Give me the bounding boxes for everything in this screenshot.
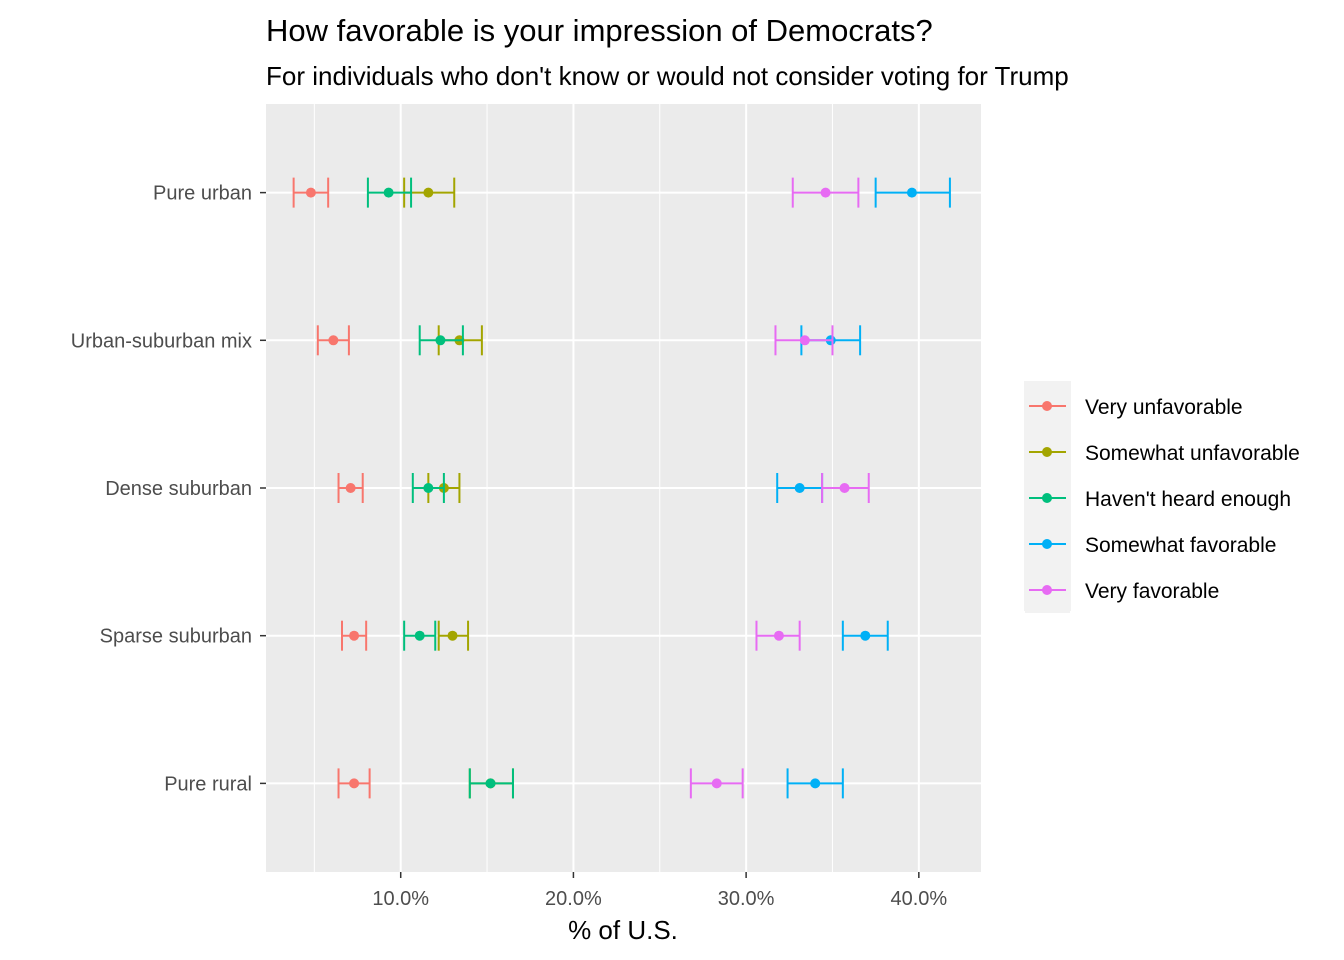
data-point bbox=[423, 187, 434, 198]
data-point bbox=[839, 483, 850, 493]
data-point bbox=[349, 778, 360, 789]
data-point bbox=[435, 335, 446, 346]
legend-label: Somewhat favorable bbox=[1085, 534, 1276, 557]
legend-label: Somewhat unfavorable bbox=[1085, 442, 1300, 465]
data-point bbox=[414, 630, 425, 641]
data-point bbox=[383, 187, 394, 198]
data-point bbox=[447, 630, 458, 641]
data-point bbox=[820, 187, 831, 198]
error-bar-group bbox=[437, 620, 470, 651]
y-axis: Pure urban Urban-suburban mix Dense suburb… bbox=[71, 183, 266, 795]
data-point bbox=[906, 187, 917, 198]
error-bar-group bbox=[292, 177, 330, 208]
legend-label: Very unfavorable bbox=[1085, 396, 1243, 419]
error-bar-group bbox=[337, 768, 371, 799]
error-bar-group bbox=[774, 325, 834, 356]
error-bar-group bbox=[786, 768, 844, 799]
legend-key-point bbox=[1042, 585, 1052, 595]
data-point bbox=[345, 483, 356, 493]
error-bar-group bbox=[689, 768, 744, 799]
error-bar-group bbox=[468, 768, 514, 799]
y-tick-label: Urban-suburban mix bbox=[71, 330, 252, 352]
error-bar-group bbox=[755, 620, 801, 651]
legend-key-point bbox=[1042, 401, 1052, 411]
data-point bbox=[305, 187, 316, 198]
legend-key-point bbox=[1042, 447, 1052, 457]
legend-key-point bbox=[1042, 493, 1052, 503]
x-tick-label: 30.0% bbox=[718, 888, 775, 910]
data-point bbox=[794, 483, 805, 493]
y-tick-label: Sparse suburban bbox=[100, 626, 252, 648]
error-bar-group bbox=[366, 177, 413, 208]
legend: Very unfavorable Somewhat unfavorable Have… bbox=[1025, 384, 1300, 613]
data-point bbox=[799, 335, 810, 346]
data-point bbox=[773, 630, 784, 641]
chart-subtitle: For individuals who don't know or would … bbox=[266, 61, 1069, 91]
data-point bbox=[328, 335, 339, 346]
legend-label: Haven't heard enough bbox=[1085, 488, 1291, 511]
x-axis-title: % of U.S. bbox=[568, 915, 678, 945]
error-bar-group bbox=[340, 620, 368, 651]
y-tick-label: Pure rural bbox=[164, 773, 252, 795]
data-point bbox=[423, 483, 434, 493]
error-bar-group bbox=[337, 473, 364, 503]
error-bar-group bbox=[791, 177, 860, 208]
legend-key-point bbox=[1042, 539, 1052, 549]
error-bar-group bbox=[874, 177, 951, 208]
data-point bbox=[485, 778, 496, 789]
x-tick-label: 40.0% bbox=[890, 888, 947, 910]
error-bar-group bbox=[418, 325, 464, 356]
x-axis: 10.0% 20.0% 30.0% 40.0% bbox=[372, 872, 947, 910]
data-point bbox=[810, 778, 821, 789]
data-point bbox=[711, 778, 722, 789]
error-bar-group bbox=[821, 473, 870, 503]
chart-title: How favorable is your impression of Demo… bbox=[266, 13, 933, 48]
legend-label: Very favorable bbox=[1085, 580, 1219, 603]
data-point bbox=[349, 630, 360, 641]
x-tick-label: 20.0% bbox=[545, 888, 602, 910]
error-bar-group bbox=[411, 473, 445, 503]
data-point bbox=[860, 630, 871, 641]
y-tick-label: Pure urban bbox=[153, 183, 252, 205]
error-bar-group bbox=[841, 620, 889, 651]
x-tick-label: 10.0% bbox=[372, 888, 429, 910]
y-tick-label: Dense suburban bbox=[105, 478, 252, 500]
error-bar-group bbox=[403, 620, 437, 651]
data-marks bbox=[292, 177, 951, 799]
error-bar-group bbox=[316, 325, 350, 356]
